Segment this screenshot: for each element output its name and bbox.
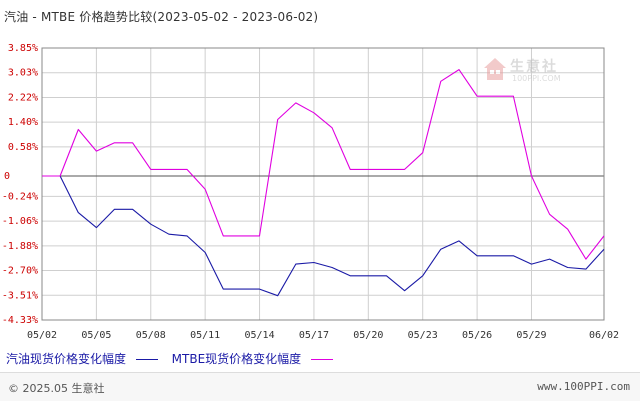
x-tick-label: 05/23: [408, 330, 438, 341]
legend-swatch-series2: [311, 359, 333, 360]
x-axis-ticks: 05/02 05/05 05/08 05/11 05/14 05/17 05/20 05/23…: [27, 330, 619, 341]
y-tick-label: 3.85%: [8, 43, 38, 54]
x-tick-label: 05/26: [462, 330, 492, 341]
legend: 汽油现货价格变化幅度 MTBE现货价格变化幅度: [6, 350, 343, 367]
y-tick-label: 0: [4, 171, 10, 182]
x-tick-label: 05/02: [27, 330, 57, 341]
legend-label-series2: MTBE现货价格变化幅度: [172, 352, 302, 366]
y-tick-label: 3.03%: [8, 68, 38, 79]
x-tick-label: 05/05: [81, 330, 111, 341]
footer-copyright: © 2025.05 生意社: [8, 380, 104, 396]
x-tick-label: 06/02: [589, 330, 619, 341]
x-tick-label: 05/17: [299, 330, 329, 341]
legend-item-series2: MTBE现货价格变化幅度: [172, 350, 333, 367]
series-layer: [42, 70, 604, 296]
legend-label-series1: 汽油现货价格变化幅度: [6, 352, 126, 366]
y-tick-label: 0.58%: [8, 142, 38, 153]
y-tick-label: -4.33%: [2, 315, 38, 326]
watermark-name: 生意社: [510, 56, 558, 76]
legend-swatch-series1: [136, 359, 158, 360]
y-tick-label: -2.70%: [2, 266, 38, 277]
x-tick-label: 05/20: [353, 330, 383, 341]
y-tick-label: 2.22%: [8, 92, 38, 103]
y-tick-label: -1.06%: [2, 216, 38, 227]
series-line-1: [42, 176, 604, 296]
house-icon: [482, 56, 508, 82]
watermark-logo: 生意社 100PPI.COM: [482, 56, 582, 92]
y-axis-ticks: 3.85% 3.03% 2.22% 1.40% 0.58% 0 -0.24% -1.06% -1…: [2, 43, 38, 326]
legend-item-series1: 汽油现货价格变化幅度: [6, 350, 158, 367]
footer: © 2025.05 生意社 www.100PPI.com: [0, 372, 640, 401]
y-tick-label: -0.24%: [2, 191, 38, 202]
y-tick-label: -3.51%: [2, 290, 38, 301]
x-tick-label: 05/08: [136, 330, 166, 341]
x-tick-label: 05/11: [190, 330, 220, 341]
x-tick-label: 05/29: [516, 330, 546, 341]
watermark-url: 100PPI.COM: [512, 74, 561, 83]
y-tick-label: -1.88%: [2, 241, 38, 252]
series-line-2: [42, 70, 604, 260]
footer-site-link[interactable]: www.100PPI.com: [537, 380, 630, 393]
y-tick-label: 1.40%: [8, 117, 38, 128]
x-tick-label: 05/14: [244, 330, 274, 341]
